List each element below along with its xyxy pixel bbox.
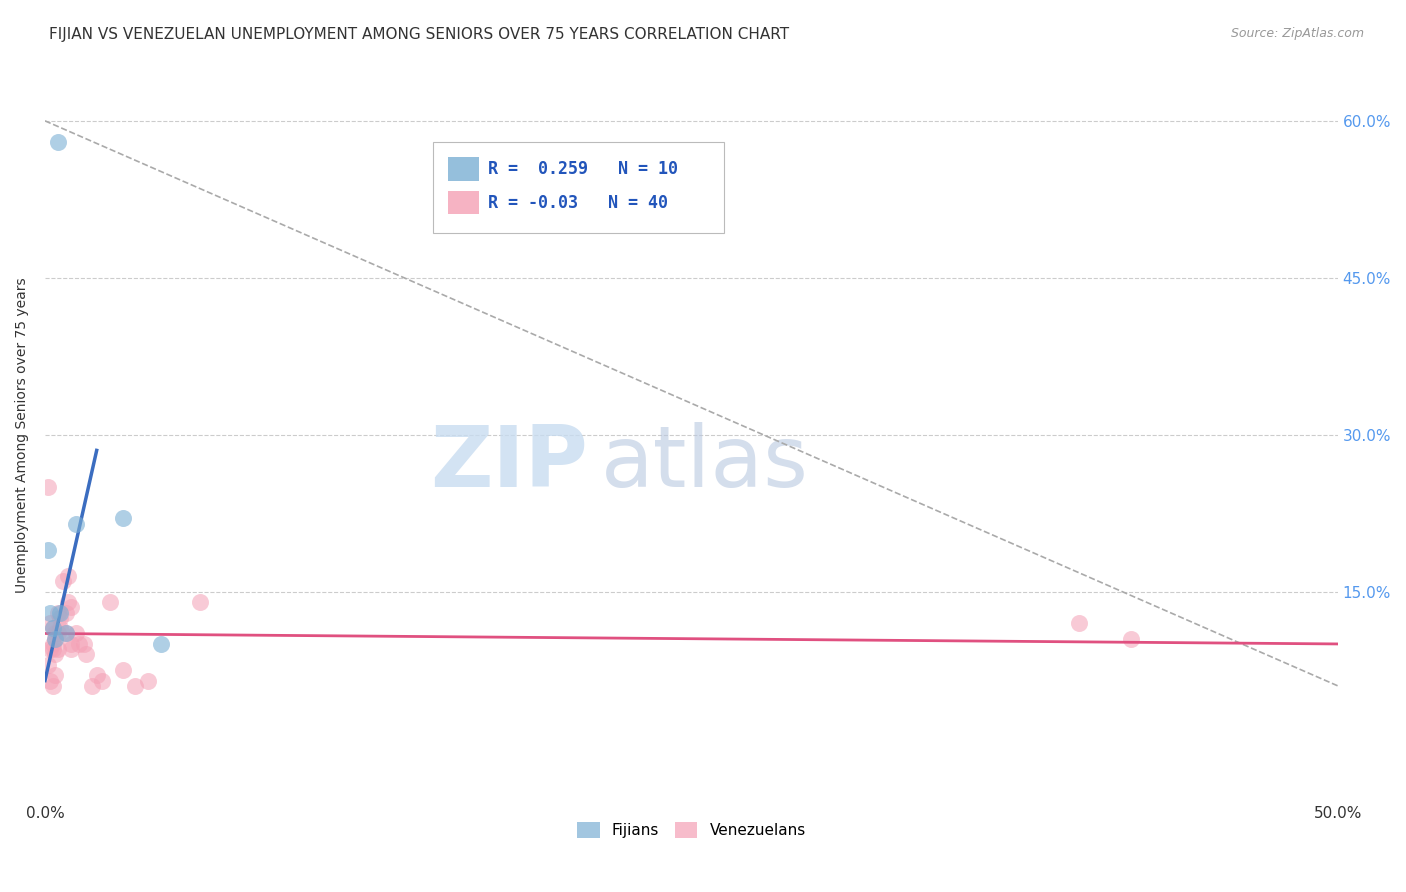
Point <box>1119 632 1142 646</box>
Point <box>65 516 87 531</box>
Point <box>46 626 69 640</box>
Point <box>55 626 77 640</box>
Point <box>44 668 66 682</box>
Point <box>42 642 65 657</box>
Point <box>65 626 87 640</box>
Text: Source: ZipAtlas.com: Source: ZipAtlas.com <box>1230 27 1364 40</box>
Point <box>44 626 66 640</box>
Point <box>55 626 77 640</box>
Point <box>90 673 112 688</box>
Point <box>111 511 134 525</box>
Point <box>67 637 90 651</box>
Point <box>138 673 160 688</box>
Point <box>75 648 97 662</box>
Text: FIJIAN VS VENEZUELAN UNEMPLOYMENT AMONG SENIORS OVER 75 YEARS CORRELATION CHART: FIJIAN VS VENEZUELAN UNEMPLOYMENT AMONG … <box>49 27 789 42</box>
Point <box>98 595 121 609</box>
Point <box>49 611 72 625</box>
Point <box>37 542 59 557</box>
Point <box>58 595 80 609</box>
FancyBboxPatch shape <box>449 157 479 180</box>
Point <box>44 632 66 646</box>
Point <box>37 657 59 672</box>
Point <box>111 663 134 677</box>
Point <box>59 637 82 651</box>
Text: ZIP: ZIP <box>430 423 588 506</box>
Legend: Fijians, Venezuelans: Fijians, Venezuelans <box>571 816 813 845</box>
Point <box>73 637 96 651</box>
Point <box>188 595 211 609</box>
Point <box>49 621 72 635</box>
Point <box>39 673 62 688</box>
Point <box>42 637 65 651</box>
FancyBboxPatch shape <box>433 142 724 234</box>
FancyBboxPatch shape <box>449 191 479 214</box>
Point <box>80 679 103 693</box>
Point <box>59 642 82 657</box>
Point <box>55 606 77 620</box>
Point <box>46 606 69 620</box>
Point <box>39 606 62 620</box>
Point <box>42 679 65 693</box>
Point <box>59 600 82 615</box>
Point <box>150 637 173 651</box>
Point <box>44 632 66 646</box>
Point <box>52 574 75 589</box>
Point <box>1069 615 1091 630</box>
Y-axis label: Unemployment Among Seniors over 75 years: Unemployment Among Seniors over 75 years <box>15 277 30 592</box>
Point <box>46 642 69 657</box>
Point <box>58 569 80 583</box>
Text: R = -0.03   N = 40: R = -0.03 N = 40 <box>488 194 668 211</box>
Point <box>39 615 62 630</box>
Point <box>42 621 65 635</box>
Text: atlas: atlas <box>600 423 808 506</box>
Point <box>124 679 146 693</box>
Point <box>46 135 69 149</box>
Point <box>86 668 108 682</box>
Point <box>39 642 62 657</box>
Point <box>42 621 65 635</box>
Point <box>37 480 59 494</box>
Text: R =  0.259   N = 10: R = 0.259 N = 10 <box>488 160 678 178</box>
Point <box>44 648 66 662</box>
Point <box>49 606 72 620</box>
